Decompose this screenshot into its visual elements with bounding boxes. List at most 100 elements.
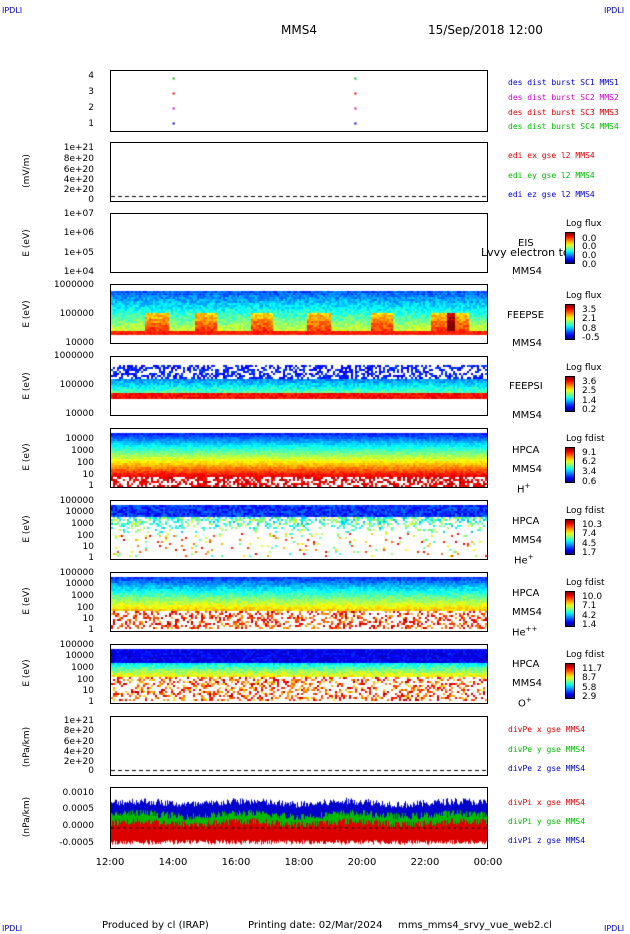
hpca-he1-colorbar-title: Log fdist	[566, 506, 605, 516]
hpca-he1-spacecraft-label: MMS4	[512, 535, 542, 546]
hpca-o-plot	[111, 645, 487, 703]
hpca-he2-cb-val-0: 10.0	[582, 592, 603, 602]
hpca-o-cb-val-2: 5.8	[582, 683, 597, 693]
divpe-plot	[111, 717, 487, 775]
hpca-o-colorbar	[565, 663, 575, 699]
hpca-he1-cb-val-1: 7.4	[582, 529, 597, 539]
corner-label-bl: IPDLI	[2, 924, 23, 933]
feepse-ytick-2: 10000	[65, 338, 94, 348]
xtick-2000: 20:00	[347, 857, 377, 868]
hpca-h-ytick-1: 1000	[71, 446, 94, 456]
hpca-he1-cb-val-0: 10.3	[582, 520, 603, 530]
feepse-cb-val-1: 2.1	[582, 314, 597, 324]
hpca-o-panel	[110, 644, 488, 704]
hpca-o-ytick-0: 100000	[59, 640, 94, 650]
burst-ytick-3: 3	[88, 87, 94, 97]
hpca-o-ytick-3: 100	[76, 675, 94, 685]
divpi-ytick-3: -0.0005	[59, 838, 94, 848]
eis-ytick-2: 1e+05	[63, 248, 94, 258]
spacecraft-title: MMS4	[281, 23, 317, 37]
hpca-h-colorbar-title: Log fdist	[566, 434, 605, 444]
hpca-he1-ytick-0: 100000	[59, 496, 94, 506]
divpe-legend-z: divPe z gse MMS4	[508, 764, 586, 773]
footer-script: mms_mms4_srvy_vue_web2.cl	[398, 920, 552, 931]
divpe-ytick-3: 4e+20	[63, 747, 94, 757]
hpca-h-plot	[111, 429, 487, 487]
hpca-he2-cb-val-3: 1.4	[582, 620, 597, 630]
hpca-he2-spacecraft-label: MMS4	[512, 607, 542, 618]
hpca-h-ytick-3: 10	[82, 470, 94, 480]
hpca-he1-plot	[111, 501, 487, 559]
hpca-o-ytick-1: 10000	[65, 651, 94, 661]
edi-legend-y: edi ey gse l2 MMS4	[508, 171, 595, 180]
divpi-plot	[111, 788, 487, 848]
hpca-o-ytick-4: 10	[82, 686, 94, 696]
feepsi-instrument-label: FEEPSI	[509, 381, 543, 392]
xtick-1400: 14:00	[158, 857, 188, 868]
divpe-ytick-4: 2e+20	[63, 757, 94, 767]
hpca-he2-cb-val-1: 7.1	[582, 601, 597, 611]
hpca-he1-panel	[110, 500, 488, 560]
hpca-he1-ytick-5: 1	[88, 553, 94, 563]
hpca-h-ytick-4: 1	[88, 481, 94, 491]
eis-plot	[111, 214, 487, 272]
feepsi-ytick-1: 100000	[59, 380, 94, 390]
hpca-he1-cb-val-3: 1.7	[582, 548, 597, 558]
feepsi-spacecraft-label: MMS4	[512, 410, 542, 421]
feepse-colorbar-title: Log flux	[566, 291, 602, 301]
hpca-h-ytick-2: 100	[76, 458, 94, 468]
hpca-he1-charge: +	[527, 553, 534, 561]
hpca-he2-ytick-1: 10000	[65, 579, 94, 589]
datetime-title: 15/Sep/2018 12:00	[428, 23, 543, 37]
hpca-o-spacecraft-label: MMS4	[512, 678, 542, 689]
hpca-he2-ytick-2: 1000	[71, 591, 94, 601]
eis-cb-val-3: 0.0	[582, 260, 597, 270]
burst-ytick-1: 1	[88, 119, 94, 129]
hpca-he2-plot	[111, 573, 487, 631]
feepse-cb-val-2: 0.8	[582, 324, 597, 334]
eis-ytick-1: 1e+06	[63, 228, 94, 238]
eis-cb-val-2: 0.0	[582, 251, 597, 261]
feepse-instrument-label: FEEPSE	[507, 310, 545, 321]
hpca-h-cb-val-3: 0.6	[582, 477, 597, 487]
hpca-o-ytick-5: 1	[88, 697, 94, 707]
footer-print-date: Printing date: 02/Mar/2024	[248, 920, 383, 931]
corner-label-tl: IPDLI	[2, 6, 23, 15]
hpca-o-colorbar-title: Log fdist	[566, 650, 605, 660]
feepse-ytick-0: 1000000	[53, 280, 94, 290]
hpca-h-species-label: H+	[517, 482, 530, 495]
divpe-ytick-2: 6e+20	[63, 737, 94, 747]
feepsi-cb-val-1: 2.5	[582, 386, 597, 396]
eis-colorbar-title: Log flux	[566, 219, 602, 229]
xtick-0000: 00:00	[473, 857, 503, 868]
corner-label-br: IPDLI	[604, 924, 625, 933]
hpca-o-cb-val-3: 2.9	[582, 692, 597, 702]
feepsi-colorbar	[565, 376, 575, 412]
hpca-he1-species-label: He+	[514, 553, 534, 566]
burst-panel	[110, 70, 488, 132]
feepse-cb-val-0: 3.5	[582, 305, 597, 315]
hpca-o-instrument-label: HPCA	[512, 659, 540, 670]
hpca-he1-cb-val-2: 4.5	[582, 539, 597, 549]
eis-ytick-3: 1e+04	[63, 267, 94, 277]
hpca-he1-colorbar	[565, 519, 575, 555]
hpca-he2-species-label: He++	[512, 625, 537, 638]
hpca-he2-cb-val-2: 4.2	[582, 611, 597, 621]
edi-legend-z: edi ez gse l2 MMS4	[508, 190, 595, 199]
eis-colorbar	[565, 232, 575, 264]
hpca-h-cb-val-1: 6.2	[582, 457, 597, 467]
hpca-he1-ytick-1: 10000	[65, 507, 94, 517]
burst-legend-3: des dist burst SC3 MMS3	[508, 108, 619, 117]
eis-overlay-label: Lvvy electron to	[481, 246, 570, 259]
hpca-he1-species: He	[514, 555, 528, 567]
eis-panel	[110, 213, 488, 273]
hpca-h-colorbar	[565, 447, 575, 483]
edi-ytick-5: 0	[88, 195, 94, 205]
feepse-plot	[111, 285, 487, 343]
feepse-spacecraft-label: MMS4	[512, 338, 542, 349]
hpca-he2-ytick-4: 10	[82, 614, 94, 624]
hpca-he2-colorbar-title: Log fdist	[566, 578, 605, 588]
edi-plot	[111, 143, 487, 201]
feepse-cb-val-3: -0.5	[582, 333, 600, 343]
burst-legend-4: des dist burst SC4 MMS4	[508, 122, 619, 131]
